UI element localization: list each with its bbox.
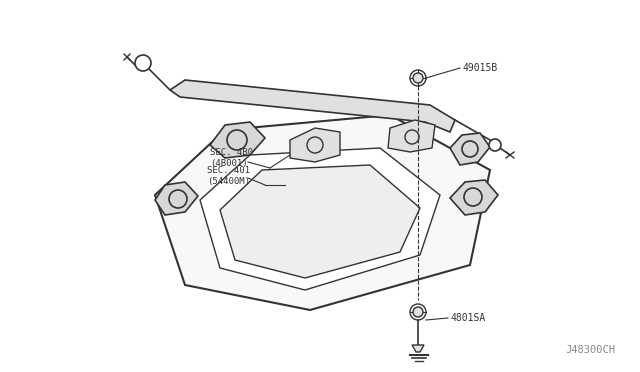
Polygon shape — [290, 128, 340, 162]
Circle shape — [413, 307, 423, 317]
Polygon shape — [155, 115, 490, 310]
Text: J48300CH: J48300CH — [565, 345, 615, 355]
Polygon shape — [170, 80, 455, 132]
Polygon shape — [220, 165, 420, 278]
Polygon shape — [155, 182, 198, 215]
Polygon shape — [450, 133, 490, 165]
Circle shape — [413, 73, 423, 83]
Polygon shape — [388, 120, 435, 152]
Text: 49015B: 49015B — [463, 63, 499, 73]
Polygon shape — [200, 148, 440, 290]
Circle shape — [489, 139, 501, 151]
Polygon shape — [210, 122, 265, 158]
Polygon shape — [450, 180, 498, 215]
Polygon shape — [412, 345, 424, 352]
Text: SEC. 401
(54400M): SEC. 401 (54400M) — [207, 166, 250, 186]
Circle shape — [135, 55, 151, 71]
Text: SEC. 4B0
(4B001): SEC. 4B0 (4B001) — [210, 148, 253, 168]
Text: 4801SA: 4801SA — [451, 313, 486, 323]
